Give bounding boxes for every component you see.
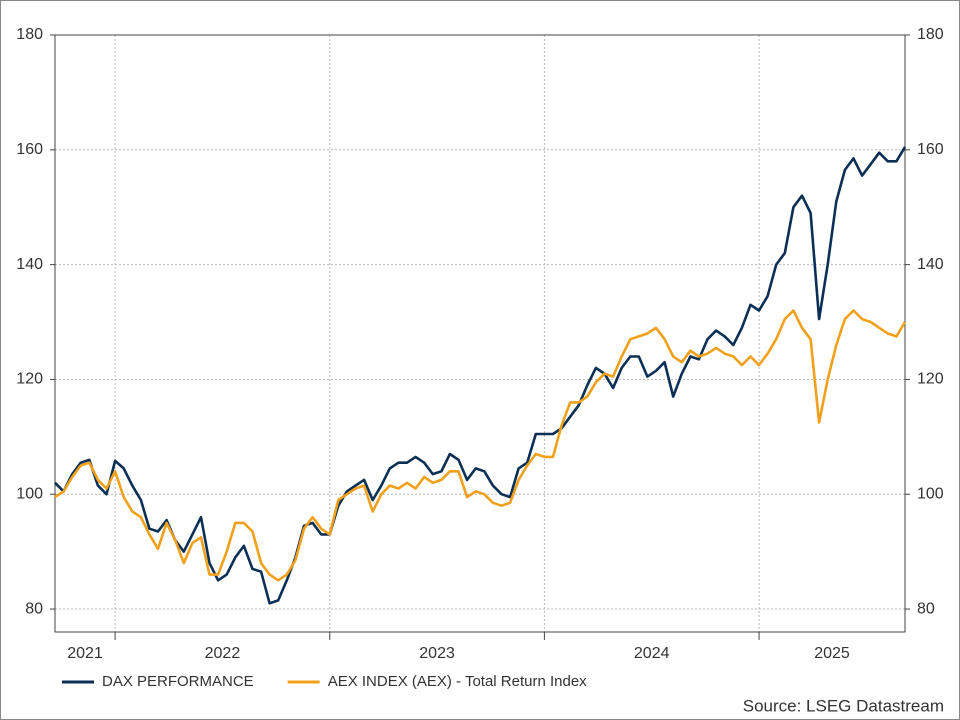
y-tick-label: 160 [16, 141, 43, 158]
y2-tick-label: 140 [917, 256, 944, 273]
legend-label: DAX PERFORMANCE [102, 673, 254, 690]
series-line [54, 146, 907, 605]
y2-tick-label: 120 [917, 371, 944, 388]
series-line [54, 309, 907, 582]
y2-tick-label: 80 [917, 600, 935, 617]
x-tick-label: 2023 [419, 645, 455, 662]
plot-area [54, 34, 906, 633]
y-tick-label: 100 [16, 485, 43, 502]
y-tick-label: 140 [16, 256, 43, 273]
y-tick-label: 180 [16, 26, 43, 43]
legend-label: AEX INDEX (AEX) - Total Return Index [328, 673, 587, 690]
x-tick-label: 2022 [205, 645, 241, 662]
source: Source: LSEG Datastream [743, 696, 944, 715]
y-tick-label: 80 [25, 600, 43, 617]
y2-tick-label: 180 [917, 26, 944, 43]
y-tick-label: 120 [16, 371, 43, 388]
y2-tick-label: 100 [917, 485, 944, 502]
x-tick-label: 2021 [67, 645, 103, 662]
y2-tick-label: 160 [917, 141, 944, 158]
x-tick-label: 2024 [634, 645, 670, 662]
x-tick-label: 2025 [814, 645, 850, 662]
